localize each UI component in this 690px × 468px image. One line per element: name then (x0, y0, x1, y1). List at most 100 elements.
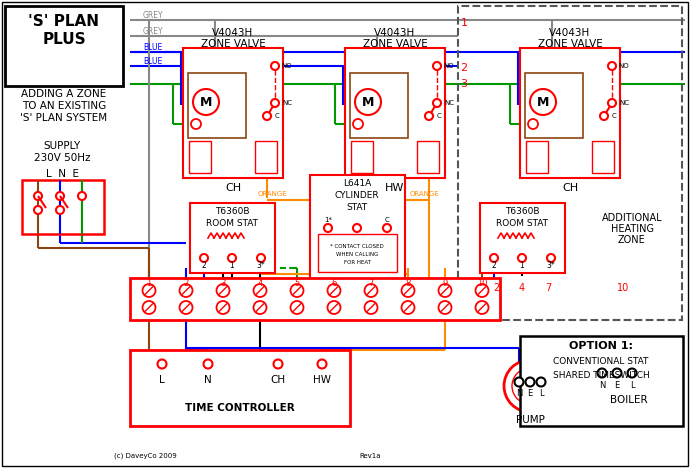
Circle shape (490, 254, 498, 262)
Text: Rev1a: Rev1a (359, 453, 381, 459)
Circle shape (179, 284, 193, 297)
Text: OPTION 1:: OPTION 1: (569, 341, 633, 351)
Text: 5: 5 (295, 278, 299, 287)
Circle shape (78, 192, 86, 200)
Text: 1*: 1* (324, 217, 332, 223)
Text: ROOM STAT: ROOM STAT (496, 219, 548, 228)
Circle shape (56, 192, 64, 200)
Text: WHEN CALLING: WHEN CALLING (336, 251, 378, 256)
Circle shape (263, 112, 271, 120)
Text: HW: HW (385, 183, 405, 193)
Text: CONVENTIONAL STAT: CONVENTIONAL STAT (553, 358, 649, 366)
Text: ZONE VALVE: ZONE VALVE (538, 39, 602, 49)
Text: PLUS: PLUS (42, 32, 86, 47)
Text: V4043H: V4043H (549, 28, 591, 38)
Circle shape (157, 359, 166, 368)
Text: ZONE VALVE: ZONE VALVE (201, 39, 266, 49)
Circle shape (253, 284, 266, 297)
Circle shape (402, 284, 415, 297)
Circle shape (608, 99, 616, 107)
Text: ADDITIONAL: ADDITIONAL (602, 213, 662, 223)
Text: ROOM STAT: ROOM STAT (206, 219, 258, 228)
Circle shape (537, 378, 546, 387)
Text: CH: CH (562, 183, 578, 193)
Text: 4: 4 (519, 283, 525, 293)
Text: ZONE: ZONE (618, 235, 646, 245)
Text: C: C (611, 113, 616, 119)
Bar (520, 48, 620, 178)
Circle shape (439, 284, 451, 297)
Circle shape (353, 119, 363, 129)
Text: N: N (599, 380, 605, 389)
Circle shape (228, 254, 236, 262)
Text: E: E (527, 389, 533, 398)
Bar (458, 6, 682, 320)
Text: HW: HW (313, 375, 331, 385)
Text: 2: 2 (184, 278, 188, 287)
Text: TIME CONTROLLER: TIME CONTROLLER (185, 403, 295, 413)
Text: * CONTACT CLOSED: * CONTACT CLOSED (330, 243, 384, 249)
Text: BOILER: BOILER (610, 395, 648, 405)
Circle shape (204, 359, 213, 368)
Text: 2: 2 (201, 262, 206, 271)
Circle shape (547, 254, 555, 262)
Bar (351, 141, 373, 173)
Circle shape (433, 99, 441, 107)
Circle shape (364, 301, 377, 314)
Text: STAT: STAT (346, 204, 368, 212)
Text: E: E (614, 380, 620, 389)
Circle shape (34, 206, 42, 214)
Circle shape (328, 301, 340, 314)
Circle shape (512, 368, 548, 404)
Text: 230V 50Hz: 230V 50Hz (34, 153, 90, 163)
Circle shape (613, 368, 622, 378)
Circle shape (193, 89, 219, 115)
Text: CYLINDER: CYLINDER (335, 191, 380, 200)
Circle shape (317, 359, 326, 368)
Circle shape (515, 378, 524, 387)
Bar (130, 278, 500, 320)
Circle shape (608, 62, 616, 70)
Circle shape (475, 284, 489, 297)
Text: SUPPLY: SUPPLY (43, 141, 81, 151)
Circle shape (528, 119, 538, 129)
Bar (590, 358, 668, 413)
Text: M: M (362, 95, 374, 109)
Bar (189, 141, 211, 173)
Bar (22, 180, 104, 234)
Text: NO: NO (282, 63, 293, 69)
Text: 1: 1 (230, 262, 235, 271)
Text: 2: 2 (460, 63, 468, 73)
Bar (190, 203, 275, 273)
Text: ZONE VALVE: ZONE VALVE (363, 39, 427, 49)
Text: 1: 1 (520, 262, 524, 271)
Text: 1: 1 (146, 278, 152, 287)
Text: CH: CH (225, 183, 241, 193)
Circle shape (191, 119, 201, 129)
Text: 'S' PLAN: 'S' PLAN (28, 14, 99, 29)
Circle shape (200, 254, 208, 262)
Text: 10: 10 (617, 283, 629, 293)
Circle shape (364, 284, 377, 297)
Circle shape (271, 99, 279, 107)
Text: PUMP: PUMP (515, 415, 544, 425)
Text: L: L (159, 375, 165, 385)
Circle shape (217, 284, 230, 297)
Text: 6: 6 (331, 278, 337, 287)
Text: CH: CH (270, 375, 286, 385)
Text: T6360B: T6360B (215, 207, 249, 217)
Bar (525, 73, 583, 138)
Circle shape (353, 224, 361, 232)
Text: N: N (516, 389, 522, 398)
Text: T6360B: T6360B (505, 207, 540, 217)
Text: GREY: GREY (143, 10, 164, 20)
Text: NO: NO (619, 63, 629, 69)
Text: 1: 1 (460, 18, 468, 28)
Circle shape (217, 301, 230, 314)
Text: C: C (384, 217, 389, 223)
Circle shape (271, 62, 279, 70)
Text: FOR HEAT: FOR HEAT (344, 259, 371, 264)
Text: SHARED TIMESWITCH: SHARED TIMESWITCH (553, 372, 649, 380)
Circle shape (526, 378, 535, 387)
Circle shape (433, 62, 441, 70)
